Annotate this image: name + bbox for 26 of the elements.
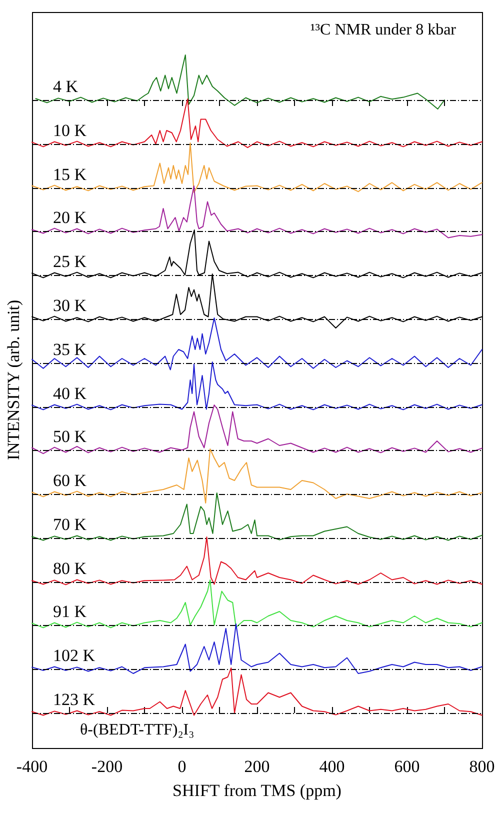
y-axis-title: INTENSITY (arb. unit) <box>4 300 24 460</box>
x-tick-label: 0 <box>178 757 186 776</box>
series-label: 80 K <box>53 558 88 578</box>
x-tick-label: -400 <box>16 757 48 776</box>
series-label: 25 K <box>53 252 88 272</box>
series-label: 50 K <box>53 427 88 446</box>
series-label: 102 K <box>53 646 96 666</box>
x-axis-title: SHIFT from TMS (ppm) <box>172 781 342 800</box>
series-label: 4 K <box>53 77 79 96</box>
series-label: 35 K <box>53 340 88 359</box>
text: ¹³C NMR under 8 kbar <box>310 22 457 38</box>
series-label: 30 K <box>53 296 88 315</box>
text: θ-(BEDT-TTF)₂I₃ <box>80 722 194 738</box>
series-label: 60 K <box>53 471 88 490</box>
series-label: 15 K <box>53 164 88 184</box>
x-tick-label: -200 <box>91 757 123 776</box>
x-tick-label: 600 <box>394 757 420 776</box>
series-label: 10 K <box>53 120 88 140</box>
series-label: 20 K <box>53 208 88 228</box>
x-tick-label: 200 <box>244 757 270 776</box>
x-tick-label: 800 <box>469 757 495 776</box>
series-label: 123 K <box>53 690 96 709</box>
series-label: 91 K <box>53 602 88 622</box>
x-tick-label: 400 <box>319 757 345 776</box>
series-label: 70 K <box>53 514 88 534</box>
series-label: 40 K <box>53 384 88 402</box>
